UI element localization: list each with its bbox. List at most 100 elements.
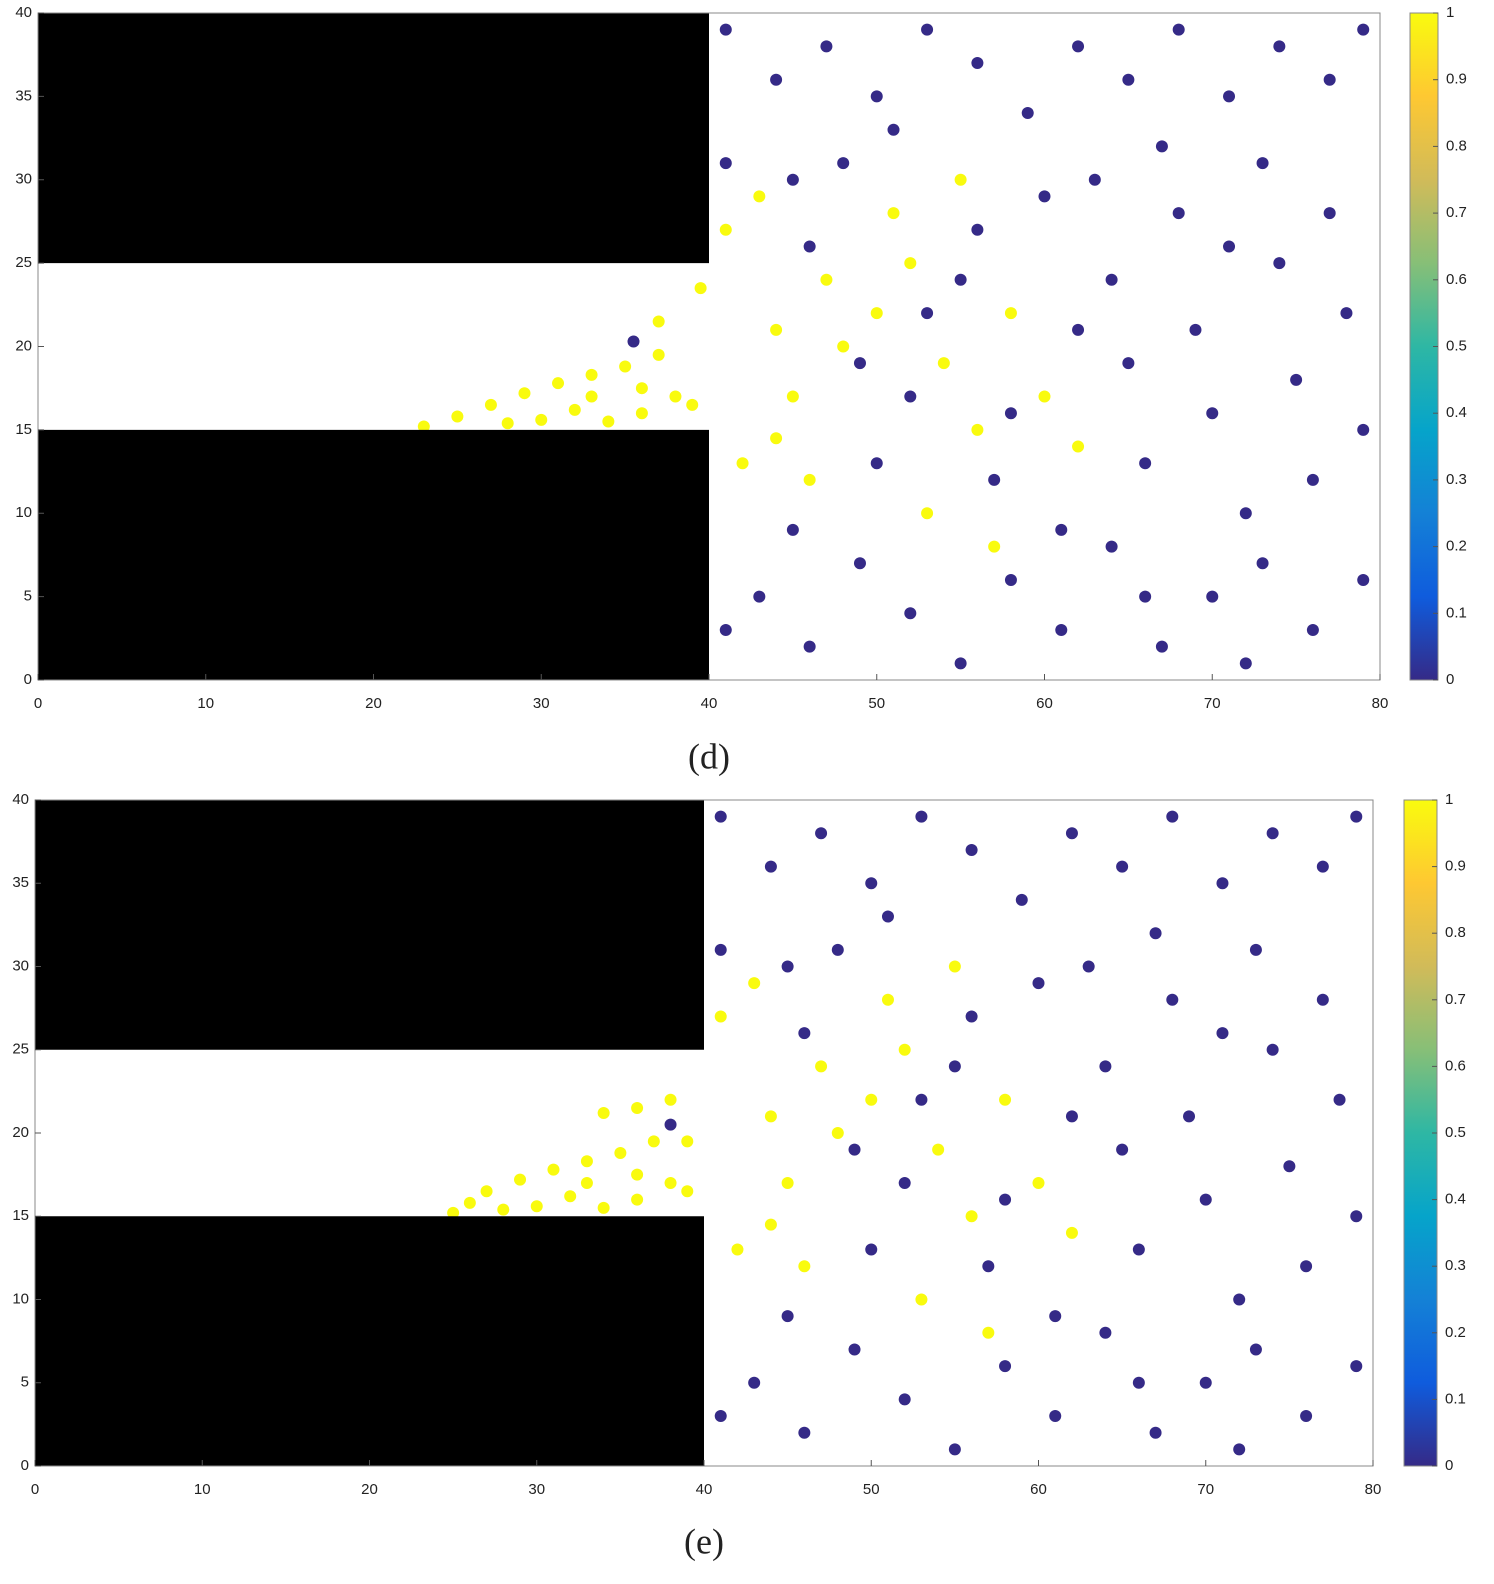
particle <box>904 390 917 403</box>
colorbar-tick-label: 1 <box>1445 791 1453 808</box>
particle <box>1072 440 1085 453</box>
particle <box>602 415 615 428</box>
particle <box>681 1185 694 1198</box>
particle <box>770 323 783 336</box>
particle <box>1323 207 1336 220</box>
particle <box>514 1173 527 1186</box>
particle <box>1256 557 1269 570</box>
y-tick-label: 20 <box>12 1124 29 1141</box>
particle <box>870 307 883 320</box>
particle <box>815 1060 828 1073</box>
particle <box>786 523 799 536</box>
y-tick-label: 15 <box>12 1207 29 1224</box>
particle <box>1306 623 1319 636</box>
colorbar-tick-label: 0 <box>1446 671 1454 688</box>
particle <box>748 977 761 990</box>
particle <box>1233 1293 1246 1306</box>
particle <box>904 257 917 270</box>
x-tick-label: 0 <box>31 1481 39 1498</box>
particle <box>786 390 799 403</box>
colorbar-tick-label: 0.2 <box>1445 1324 1466 1341</box>
particle <box>753 590 766 603</box>
particle <box>1273 40 1286 53</box>
particle <box>1239 507 1252 520</box>
particle <box>770 73 783 86</box>
particle <box>1149 927 1162 940</box>
particle <box>965 1010 978 1023</box>
x-tick-label: 80 <box>1372 695 1389 712</box>
particle <box>631 1193 644 1206</box>
x-tick-label: 70 <box>1197 1481 1214 1498</box>
particle <box>694 282 707 295</box>
particle <box>1105 540 1118 553</box>
y-tick-label: 0 <box>21 1457 29 1474</box>
particle <box>1065 827 1078 840</box>
particle <box>463 1196 476 1209</box>
particle <box>764 1218 777 1231</box>
particle <box>652 315 665 328</box>
particle <box>1032 977 1045 990</box>
particle <box>714 810 727 823</box>
particle <box>1139 457 1152 470</box>
particle <box>1300 1410 1313 1423</box>
colorbar-tick-label: 0.6 <box>1445 1057 1466 1074</box>
particle <box>982 1326 995 1339</box>
particle <box>898 1176 911 1189</box>
caption: (d) <box>688 736 730 776</box>
particle <box>954 273 967 286</box>
colorbar-tick-label: 0.7 <box>1445 991 1466 1008</box>
particle <box>904 607 917 620</box>
y-tick-label: 40 <box>12 791 29 808</box>
particle <box>915 810 928 823</box>
particle <box>915 1293 928 1306</box>
obstacle <box>35 1216 704 1466</box>
particle <box>597 1107 610 1120</box>
particle <box>585 368 598 381</box>
particle <box>714 1410 727 1423</box>
particle <box>1316 860 1329 873</box>
particle <box>1266 827 1279 840</box>
particle <box>647 1135 660 1148</box>
particle <box>1155 640 1168 653</box>
particle <box>815 827 828 840</box>
y-tick-label: 0 <box>24 671 32 688</box>
particle <box>988 473 1001 486</box>
particle <box>1072 40 1085 53</box>
particle <box>954 173 967 186</box>
particle <box>1004 573 1017 586</box>
particle <box>999 1093 1012 1106</box>
colorbar-tick-label: 0.8 <box>1446 137 1467 154</box>
particle <box>547 1163 560 1176</box>
particle <box>999 1360 1012 1373</box>
particle <box>803 640 816 653</box>
obstacle <box>35 800 704 1050</box>
particle <box>1038 190 1051 203</box>
particle <box>803 240 816 253</box>
particle <box>764 860 777 873</box>
particle <box>1249 1343 1262 1356</box>
particle <box>580 1155 593 1168</box>
y-tick-label: 40 <box>15 4 32 21</box>
particle <box>719 157 732 170</box>
x-tick-label: 80 <box>1365 1481 1382 1498</box>
particle <box>1357 23 1370 36</box>
particle <box>948 1443 961 1456</box>
particle <box>1082 960 1095 973</box>
particle <box>865 1093 878 1106</box>
particle <box>1088 173 1101 186</box>
particle <box>803 473 816 486</box>
x-tick-label: 60 <box>1036 695 1053 712</box>
particle <box>764 1110 777 1123</box>
particle <box>1072 323 1085 336</box>
particle <box>1122 73 1135 86</box>
particle <box>971 57 984 70</box>
particle <box>719 623 732 636</box>
particle <box>1038 390 1051 403</box>
particle <box>1139 590 1152 603</box>
colorbar-tick-label: 0.1 <box>1446 604 1467 621</box>
colorbar-tick-label: 0.2 <box>1446 538 1467 555</box>
particle <box>1172 207 1185 220</box>
x-tick-label: 40 <box>701 695 718 712</box>
particle <box>1199 1376 1212 1389</box>
x-tick-label: 0 <box>34 695 42 712</box>
